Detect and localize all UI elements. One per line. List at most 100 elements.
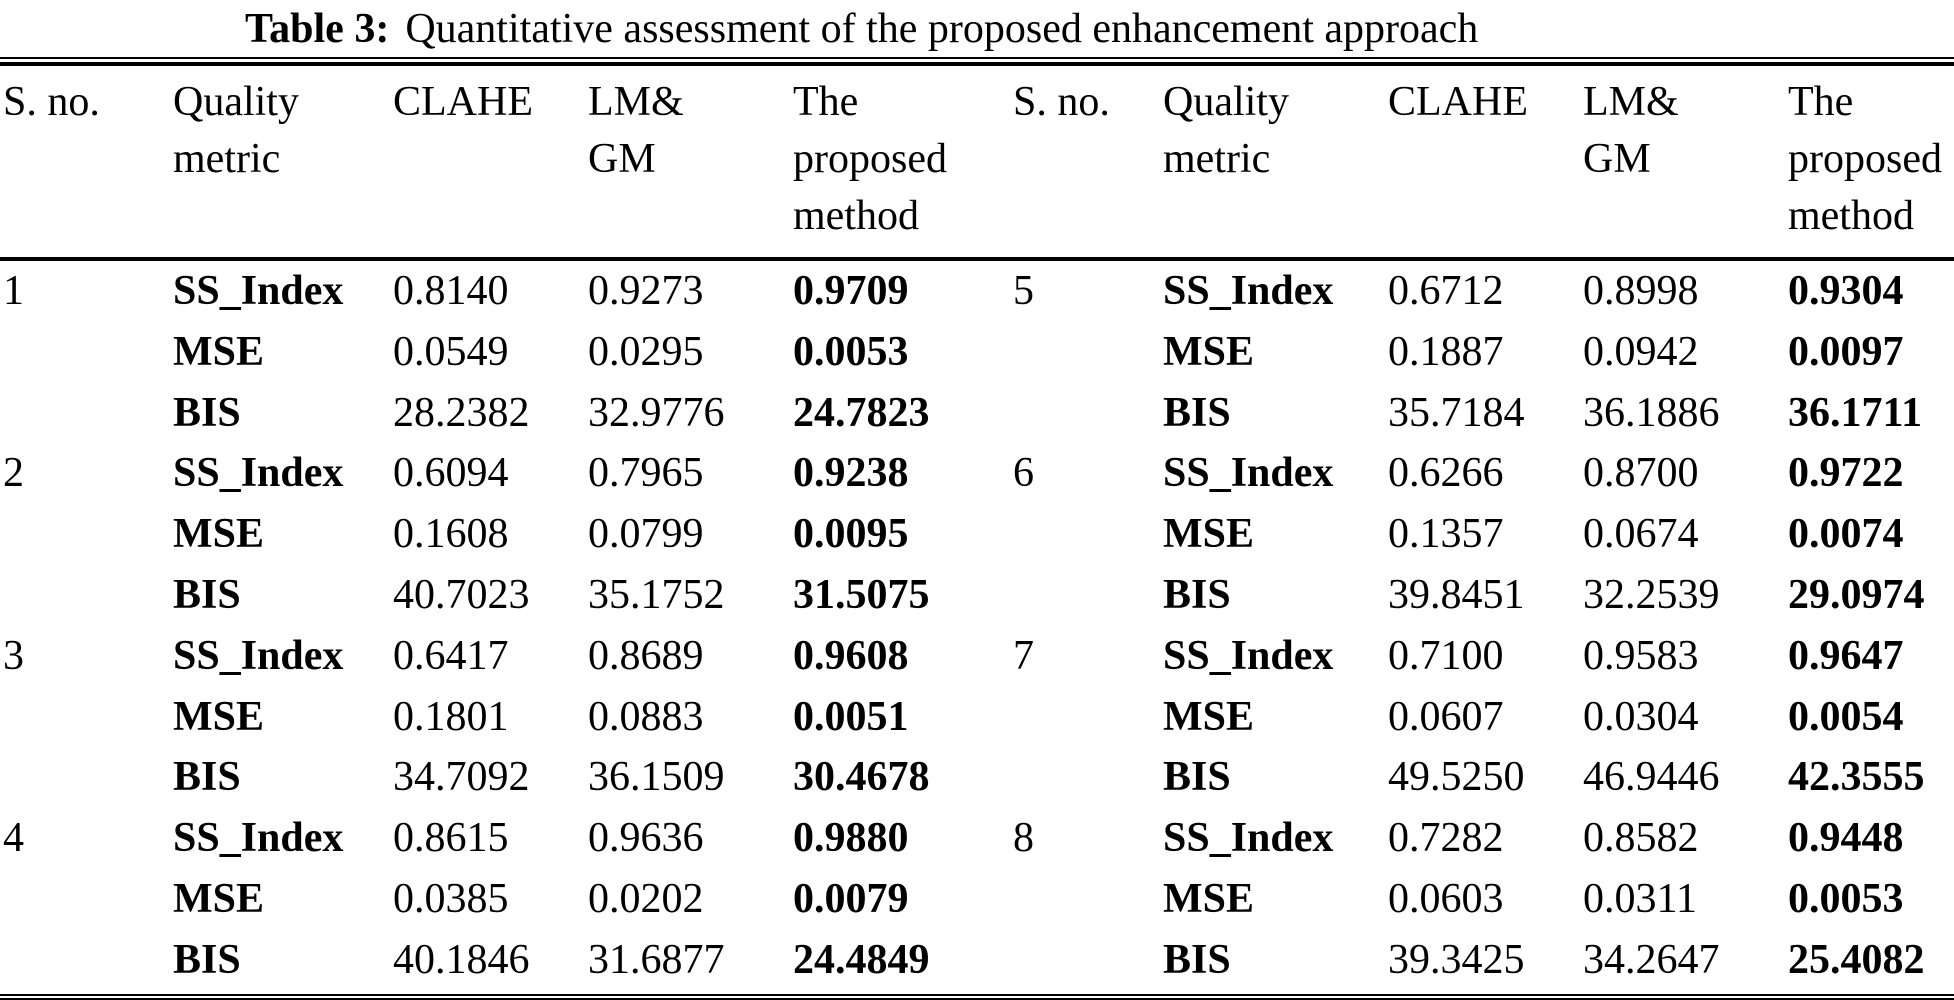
cell-clahe: 0.6266 xyxy=(1388,450,1504,497)
cell-proposed: 24.7823 xyxy=(793,389,930,436)
cell-proposed: 36.1711 xyxy=(1788,389,1923,436)
table-row: BIS 34.7092 36.1509 30.4678 BIS 49.5250 46.944… xyxy=(0,747,1954,808)
cell-metric: SS_Index xyxy=(1163,268,1334,314)
cell-proposed: 0.9647 xyxy=(1788,632,1904,679)
cell-sno xyxy=(0,930,170,991)
cell-metric: SS_Index xyxy=(1163,815,1334,862)
cell-sno xyxy=(1010,869,1160,930)
cell-lmgm: 0.0295 xyxy=(588,328,704,375)
cell-proposed: 0.0053 xyxy=(793,328,909,375)
cell-sno: 1 xyxy=(3,268,24,314)
header-sno-right: S. no. xyxy=(1010,66,1160,261)
cell-metric: BIS xyxy=(173,571,241,618)
cell-metric: MSE xyxy=(173,875,265,922)
cell-clahe: 0.0549 xyxy=(393,328,509,375)
cell-metric: SS_Index xyxy=(173,268,344,314)
table-row: BIS 40.1846 31.6877 24.4849 BIS 39.3425 34.264… xyxy=(0,930,1954,991)
cell-metric: MSE xyxy=(173,328,265,375)
table-row: MSE 0.0385 0.0202 0.0079 MSE 0.0603 0.0311 0.00… xyxy=(0,869,1954,930)
cell-metric: SS_Index xyxy=(173,450,344,497)
header-metric-right: Quality metric xyxy=(1160,66,1385,261)
cell-lmgm: 0.7965 xyxy=(588,450,704,497)
cell-lmgm: 0.9636 xyxy=(588,815,704,862)
cell-sno: 6 xyxy=(1013,450,1034,497)
cell-proposed: 0.9709 xyxy=(793,268,909,314)
cell-clahe: 40.7023 xyxy=(393,571,530,618)
cell-lmgm: 36.1886 xyxy=(1583,389,1720,436)
cell-metric: MSE xyxy=(173,511,265,558)
cell-lmgm: 32.2539 xyxy=(1583,571,1720,618)
cell-metric: BIS xyxy=(1163,936,1231,983)
cell-proposed: 0.0051 xyxy=(793,693,909,740)
cell-metric: BIS xyxy=(173,389,241,436)
cell-sno xyxy=(0,869,170,930)
header-sno-left: S. no. xyxy=(0,66,170,261)
cell-sno xyxy=(1010,322,1160,383)
cell-clahe: 0.1887 xyxy=(1388,328,1504,375)
cell-proposed: 29.0974 xyxy=(1788,571,1925,618)
cell-lmgm: 0.0799 xyxy=(588,511,704,558)
top-rule-thick xyxy=(0,62,1954,66)
cell-sno xyxy=(1010,747,1160,808)
cell-proposed: 0.9448 xyxy=(1788,815,1904,862)
cell-sno: 8 xyxy=(1013,815,1034,862)
cell-metric: BIS xyxy=(1163,754,1231,801)
header-lmgm-left: LM& GM xyxy=(585,66,790,261)
cell-metric: BIS xyxy=(1163,571,1231,618)
cell-clahe: 0.8615 xyxy=(393,815,509,862)
cell-metric: MSE xyxy=(1163,511,1255,558)
bottom-rule-thin xyxy=(0,993,1954,996)
cell-proposed: 0.9722 xyxy=(1788,450,1904,497)
cell-clahe: 0.0385 xyxy=(393,875,509,922)
cell-lmgm: 0.0942 xyxy=(1583,328,1699,375)
cell-clahe: 35.7184 xyxy=(1388,389,1525,436)
cell-clahe: 0.1357 xyxy=(1388,511,1504,558)
cell-clahe: 0.8140 xyxy=(393,268,509,314)
cell-sno: 4 xyxy=(3,815,24,862)
cell-proposed: 25.4082 xyxy=(1788,936,1925,983)
cell-metric: SS_Index xyxy=(1163,450,1334,497)
cell-metric: MSE xyxy=(173,693,265,740)
table-caption-text: Quantitative assessment of the proposed … xyxy=(405,6,1479,52)
cell-proposed: 0.0053 xyxy=(1788,875,1904,922)
cell-metric: MSE xyxy=(1163,693,1255,740)
cell-clahe: 0.6417 xyxy=(393,632,509,679)
table-row: MSE 0.0549 0.0295 0.0053 MSE 0.1887 0.0942 0.00… xyxy=(0,322,1954,383)
cell-lmgm: 32.9776 xyxy=(588,389,725,436)
cell-proposed: 0.0074 xyxy=(1788,511,1904,558)
top-rule-thin xyxy=(0,57,1954,59)
cell-clahe: 34.7092 xyxy=(393,754,530,801)
header-row: S. no. Quality metric CLAHE LM& GM The proposed… xyxy=(0,66,1954,261)
cell-proposed: 0.0095 xyxy=(793,511,909,558)
table-row: 3 SS_Index 0.6417 0.8689 0.9608 7 SS_Index 0.71… xyxy=(0,626,1954,687)
header-proposed-left: The proposed method xyxy=(790,66,1010,261)
header-clahe-right: CLAHE xyxy=(1385,66,1580,261)
cell-metric: BIS xyxy=(1163,389,1231,436)
table-row: 4 SS_Index 0.8615 0.9636 0.9880 8 SS_Index 0.72… xyxy=(0,808,1954,869)
header-clahe-left: CLAHE xyxy=(390,66,585,261)
cell-proposed: 0.0097 xyxy=(1788,328,1904,375)
cell-sno: 5 xyxy=(1013,268,1034,314)
table-caption: Table 3: Quantitative assessment of the p… xyxy=(0,0,1954,53)
cell-lmgm: 46.9446 xyxy=(1583,754,1720,801)
cell-clahe: 0.1608 xyxy=(393,511,509,558)
header-proposed-right: The proposed method xyxy=(1785,66,1954,261)
cell-sno xyxy=(1010,930,1160,991)
cell-clahe: 28.2382 xyxy=(393,389,530,436)
cell-sno xyxy=(1010,383,1160,444)
table-row: 2 SS_Index 0.6094 0.7965 0.9238 6 SS_Index 0.62… xyxy=(0,443,1954,504)
bottom-rule-thick xyxy=(0,997,1954,1000)
cell-sno xyxy=(1010,565,1160,626)
cell-sno xyxy=(0,747,170,808)
cell-lmgm: 31.6877 xyxy=(588,936,725,983)
cell-lmgm: 0.0674 xyxy=(1583,511,1699,558)
cell-clahe: 0.7282 xyxy=(1388,815,1504,862)
cell-lmgm: 36.1509 xyxy=(588,754,725,801)
cell-proposed: 0.0054 xyxy=(1788,693,1904,740)
cell-sno: 7 xyxy=(1013,632,1034,679)
cell-metric: MSE xyxy=(1163,328,1255,375)
cell-clahe: 39.3425 xyxy=(1388,936,1525,983)
cell-metric: MSE xyxy=(1163,875,1255,922)
cell-sno xyxy=(1010,504,1160,565)
cell-proposed: 0.9880 xyxy=(793,815,909,862)
